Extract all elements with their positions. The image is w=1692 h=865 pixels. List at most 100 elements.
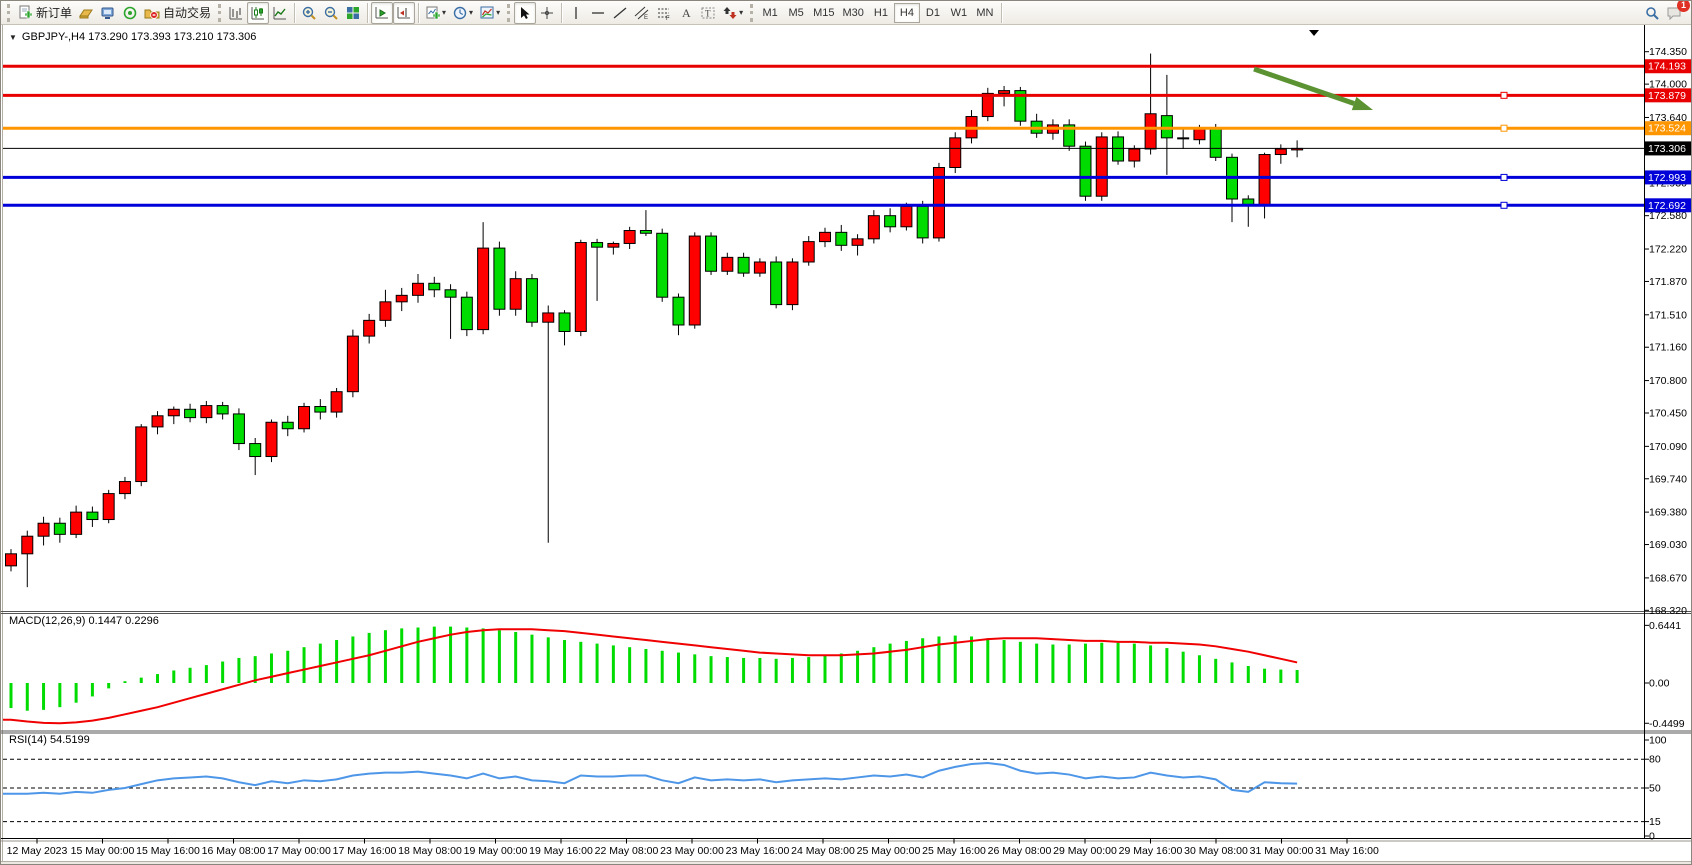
hline-handle[interactable]: [1500, 201, 1508, 209]
candle: [688, 232, 701, 329]
periods-dropdown-caret[interactable]: ▾: [469, 8, 474, 17]
hline-172.993[interactable]: [3, 173, 1644, 181]
market-watch-button[interactable]: [75, 2, 97, 24]
hline-handle[interactable]: [1500, 173, 1508, 181]
price-badge-text: 172.692: [1648, 200, 1686, 212]
timeframe-mn[interactable]: MN: [976, 6, 994, 19]
toolbar-drag-handle[interactable]: [7, 3, 10, 22]
navigator-button[interactable]: [119, 2, 141, 24]
indicators-dropdown-caret[interactable]: ▾: [442, 8, 447, 17]
macd-histogram-bar: [1067, 644, 1071, 683]
candle-body: [851, 238, 864, 246]
price-axis[interactable]: 174.350174.000173.640172.930172.580172.2…: [1644, 25, 1692, 843]
line-chart-button[interactable]: [269, 2, 291, 24]
price-badge-174.193: 174.193: [1645, 59, 1691, 74]
candle-body: [737, 256, 750, 274]
hline-handle[interactable]: [1500, 124, 1508, 132]
time-axis-label: 29 May 16:00: [1119, 845, 1183, 857]
trendline-button[interactable]: [609, 2, 631, 24]
time-axis-label: 22 May 08:00: [595, 845, 659, 857]
chart-shift-button[interactable]: [393, 1, 416, 24]
macd-histogram-bar: [563, 640, 567, 683]
zoom-out-button[interactable]: [320, 2, 342, 24]
time-axis-label: 25 May 16:00: [922, 845, 986, 857]
candle: [363, 313, 376, 344]
trend-arrow-annotation[interactable]: [1253, 66, 1373, 111]
arrows-button[interactable]: ▾: [719, 2, 746, 24]
hline-173.879[interactable]: [3, 91, 1644, 99]
candle-body: [167, 408, 180, 417]
candle: [298, 402, 311, 433]
timeframe-m5[interactable]: M5: [788, 6, 804, 19]
periods-button[interactable]: ▾: [449, 2, 476, 24]
chart-canvas[interactable]: 174.350174.000173.640172.930172.580172.2…: [1, 25, 1692, 865]
macd-histogram-bar: [1035, 643, 1039, 683]
text-label-button[interactable]: T: [697, 2, 719, 24]
timeframe-h1[interactable]: H1: [873, 6, 888, 19]
price-badge-box: [1645, 88, 1691, 103]
svg-text:T: T: [705, 8, 711, 18]
new-order-button[interactable]: 新订单: [14, 2, 75, 24]
timeframe-m1[interactable]: M1: [762, 6, 778, 19]
hline-172.692[interactable]: [3, 201, 1644, 209]
macd-histogram-bar: [1197, 655, 1201, 683]
candlestick-chart-button[interactable]: [247, 1, 270, 24]
candle: [232, 408, 245, 451]
candle: [525, 274, 538, 327]
candle: [737, 252, 750, 277]
auto-scroll-button[interactable]: [371, 1, 394, 24]
candle: [509, 271, 522, 316]
data-window-button[interactable]: [97, 2, 119, 24]
candle: [167, 406, 180, 425]
equidistant-channel-button[interactable]: E: [631, 2, 653, 24]
timeframe-m30[interactable]: M30: [842, 6, 864, 19]
chart-window[interactable]: 174.350174.000173.640172.930172.580172.2…: [1, 25, 1692, 865]
candle-body: [460, 296, 473, 331]
timeframe-m15[interactable]: M15: [813, 6, 835, 19]
text-button[interactable]: A: [675, 2, 697, 24]
indicators-button[interactable]: ▾: [422, 2, 449, 24]
candle: [639, 210, 652, 237]
timeframe-h4[interactable]: H4: [893, 2, 920, 23]
fibonacci-button[interactable]: F: [653, 2, 675, 24]
cursor-button[interactable]: [514, 1, 537, 24]
autotrading-button[interactable]: 自动交易: [141, 2, 214, 24]
candle: [37, 516, 50, 546]
time-axis-label: 15 May 00:00: [71, 845, 135, 857]
zoom-in-button[interactable]: [298, 2, 320, 24]
autotrading-label: 自动交易: [163, 6, 212, 20]
price-axis-tick-label: 170.090: [1649, 441, 1687, 453]
hline-173.524[interactable]: [3, 124, 1644, 132]
bar-chart-button[interactable]: [225, 2, 247, 24]
horizontal-line-button[interactable]: [587, 2, 609, 24]
search-button[interactable]: [1641, 2, 1663, 24]
timeframe-d1[interactable]: D1: [925, 6, 940, 19]
arrows-dropdown-caret[interactable]: ▾: [739, 8, 744, 17]
toolbar-drag-handle[interactable]: [750, 3, 754, 22]
toolbar-drag-handle[interactable]: [218, 3, 222, 22]
templates-button[interactable]: ▾: [476, 2, 503, 24]
crosshair-button[interactable]: [536, 2, 558, 24]
timeframe-w1[interactable]: W1: [950, 6, 968, 19]
chart-title-collapse-icon[interactable]: ▼: [9, 32, 17, 42]
templates-dropdown-caret[interactable]: ▾: [496, 8, 501, 17]
candle-body: [1177, 137, 1190, 140]
tile-windows-button[interactable]: [342, 2, 364, 24]
text-icon: A: [682, 6, 691, 20]
vertical-line-button[interactable]: [565, 2, 587, 24]
macd-histogram-bar: [237, 657, 241, 683]
candle: [591, 238, 604, 301]
toolbar-separator: [418, 2, 420, 23]
macd-axis-label: 0.6441: [1649, 620, 1681, 632]
chart-shift-marker[interactable]: [1309, 30, 1319, 36]
macd-histogram-bar: [481, 628, 485, 683]
candle: [786, 258, 799, 311]
hline-handle[interactable]: [1500, 91, 1508, 99]
notifications-button[interactable]: 1: [1663, 1, 1690, 24]
macd-histogram-bar: [269, 653, 273, 683]
macd-histogram-bar: [953, 635, 957, 683]
macd-histogram-bar: [302, 647, 306, 683]
toolbar-drag-handle[interactable]: [507, 3, 511, 22]
macd-histogram-bar: [42, 683, 46, 710]
time-axis[interactable]: 12 May 2023 15 May 00:00 15 May 16:00 16 Ma…: [7, 838, 1379, 858]
